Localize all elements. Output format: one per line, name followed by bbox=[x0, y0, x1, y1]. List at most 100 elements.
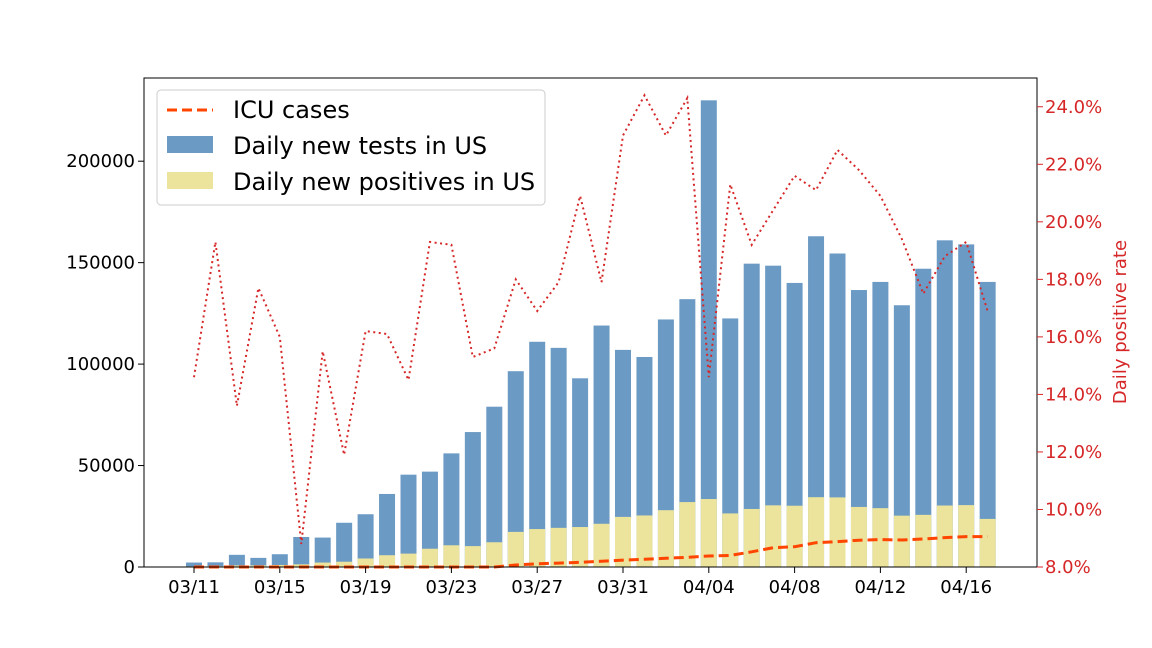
icu-cases-line bbox=[194, 535, 988, 569]
tests-bar bbox=[250, 557, 267, 567]
positives-bar bbox=[550, 527, 567, 567]
tests-bar bbox=[550, 347, 567, 567]
tests-bar bbox=[765, 265, 782, 567]
y2-tick-label: 18.0% bbox=[1045, 269, 1102, 290]
tests-bar bbox=[657, 319, 674, 567]
tests-bar bbox=[207, 562, 224, 567]
tests-bar bbox=[486, 406, 503, 567]
positives-bar bbox=[486, 542, 503, 567]
positives-bar bbox=[271, 564, 288, 567]
positives-bar bbox=[722, 513, 739, 567]
left-y-axis: 0 50000 100000 150000 200000 bbox=[66, 151, 144, 578]
y-tick-label: 200000 bbox=[66, 151, 135, 172]
legend-tests-label: Daily new tests in US bbox=[233, 132, 487, 160]
tests-bar bbox=[743, 263, 760, 567]
y2-tick-label: 14.0% bbox=[1045, 384, 1102, 405]
tests-bar bbox=[979, 281, 996, 567]
positives-bar bbox=[314, 562, 331, 567]
tests-bar bbox=[572, 378, 589, 567]
legend-positives-swatch bbox=[167, 172, 213, 189]
positives-bar bbox=[615, 516, 631, 567]
positives-bar bbox=[765, 505, 782, 567]
tests-bar bbox=[636, 356, 653, 567]
tests-bar bbox=[808, 236, 825, 567]
legend-icu-label: ICU cases bbox=[233, 96, 350, 124]
right-y-axis-label: Daily positive rate bbox=[1110, 240, 1131, 404]
positives-bar bbox=[636, 515, 653, 567]
positives-bar bbox=[400, 553, 417, 567]
y-tick-label: 150000 bbox=[66, 253, 135, 274]
positives-bar bbox=[829, 497, 846, 567]
legend-positives-label: Daily new positives in US bbox=[233, 168, 535, 196]
positives-bar bbox=[979, 518, 996, 567]
positives-bar bbox=[357, 558, 374, 567]
tests-bar bbox=[679, 299, 696, 567]
tests-bars bbox=[186, 100, 996, 567]
tests-bar bbox=[722, 318, 739, 567]
tests-bar bbox=[958, 244, 975, 567]
positives-bar bbox=[915, 514, 932, 567]
positives-bar bbox=[786, 505, 803, 567]
tests-bar bbox=[872, 281, 889, 567]
y2-tick-label: 16.0% bbox=[1045, 327, 1102, 348]
tests-bar bbox=[400, 474, 417, 567]
x-tick-label: 03/27 bbox=[511, 577, 563, 598]
tests-bar bbox=[529, 341, 546, 567]
y2-tick-label: 24.0% bbox=[1045, 97, 1102, 118]
positives-bar bbox=[657, 510, 674, 567]
x-tick-label: 03/11 bbox=[168, 577, 220, 598]
tests-bar bbox=[186, 562, 202, 567]
positives-bar bbox=[379, 555, 396, 567]
legend-frame bbox=[156, 89, 546, 206]
tests-bar bbox=[893, 305, 910, 567]
x-tick-label: 03/23 bbox=[425, 577, 477, 598]
tests-bar bbox=[593, 325, 610, 567]
tests-bar bbox=[336, 522, 353, 567]
tests-bar bbox=[314, 537, 331, 567]
y-tick-label: 0 bbox=[124, 557, 135, 578]
tests-bar bbox=[464, 432, 481, 567]
positives-bar bbox=[228, 565, 245, 567]
legend-tests-swatch bbox=[167, 136, 213, 153]
x-tick-label: 03/19 bbox=[340, 577, 392, 598]
tests-bar bbox=[936, 240, 953, 567]
positives-bar bbox=[507, 531, 524, 567]
x-tick-label: 04/04 bbox=[683, 577, 735, 598]
tests-bar bbox=[700, 100, 717, 567]
y2-tick-label: 10.0% bbox=[1045, 499, 1102, 520]
x-tick-label: 04/12 bbox=[854, 577, 906, 598]
y2-tick-label: 20.0% bbox=[1045, 212, 1102, 233]
tests-bar bbox=[293, 536, 310, 567]
tests-bar bbox=[786, 282, 803, 567]
tests-bar bbox=[271, 554, 288, 567]
positives-bar bbox=[679, 502, 696, 567]
plot-frame bbox=[143, 77, 1038, 568]
right-y-axis: 8.0% 10.0% 12.0% 14.0% 16.0% 18.0% 20.0% 22.0% 2… bbox=[1037, 97, 1102, 578]
positives-bar bbox=[421, 548, 438, 567]
y-tick-label: 50000 bbox=[78, 456, 135, 477]
legend: ICU cases Daily new tests in US Daily ne… bbox=[156, 89, 546, 206]
tests-bar bbox=[615, 349, 631, 567]
y2-tick-label: 12.0% bbox=[1045, 442, 1102, 463]
tests-bar bbox=[379, 493, 396, 567]
positives-bar bbox=[529, 529, 546, 567]
tests-bar bbox=[421, 471, 438, 567]
x-tick-label: 04/08 bbox=[769, 577, 821, 598]
positives-bar bbox=[700, 499, 717, 567]
positives-bar bbox=[443, 545, 460, 567]
tests-bar bbox=[829, 253, 846, 567]
x-tick-label: 04/16 bbox=[940, 577, 992, 598]
y-tick-label: 100000 bbox=[66, 354, 135, 375]
x-axis: 03/11 03/15 03/19 03/23 03/27 03/31 04/04 04/08… bbox=[168, 567, 992, 598]
x-tick-label: 03/31 bbox=[597, 577, 649, 598]
positives-bar bbox=[850, 506, 867, 567]
positives-bar bbox=[872, 508, 889, 567]
positives-bar bbox=[572, 527, 589, 567]
y2-tick-label: 22.0% bbox=[1045, 154, 1102, 175]
tests-bar bbox=[357, 514, 374, 567]
positives-bar bbox=[593, 523, 610, 567]
tests-bar bbox=[228, 554, 245, 567]
positives-bar bbox=[743, 508, 760, 567]
positives-bar bbox=[464, 546, 481, 567]
